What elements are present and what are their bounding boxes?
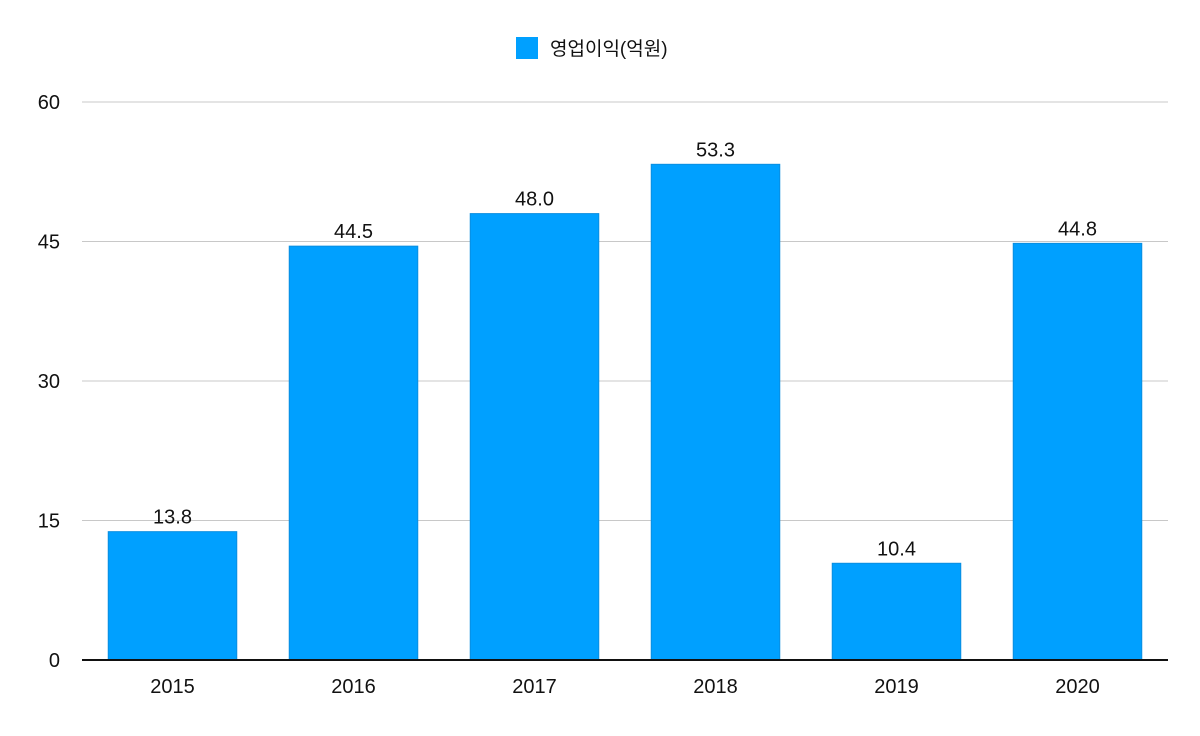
legend-swatch: [516, 37, 538, 59]
data-label: 44.8: [1058, 218, 1097, 240]
data-label: 13.8: [153, 507, 192, 529]
y-axis-ticks: 0 15 30 45 60: [38, 92, 60, 672]
bars: [107, 163, 1143, 661]
bar: [469, 213, 600, 661]
y-tick-label: 0: [49, 650, 60, 672]
bar: [107, 531, 238, 661]
x-tick-label: 2015: [150, 676, 195, 698]
legend: 영업이익(억원): [516, 37, 668, 60]
x-tick-label: 2017: [512, 676, 557, 698]
x-tick-label: 2020: [1055, 676, 1100, 698]
x-tick-label: 2019: [874, 676, 919, 698]
y-tick-label: 30: [38, 371, 60, 393]
data-label: 44.5: [334, 221, 373, 243]
x-axis-ticks: 2015 2016 2017 2018 2019 2020: [150, 676, 1100, 698]
y-tick-label: 45: [38, 232, 60, 254]
data-label: 48.0: [515, 189, 554, 211]
x-tick-label: 2016: [331, 676, 376, 698]
data-labels: 13.8 44.5 48.0 53.3 10.4 44.8: [153, 139, 1097, 560]
bar: [650, 163, 781, 661]
bar: [831, 562, 962, 661]
bar: [288, 245, 419, 661]
y-tick-label: 60: [38, 92, 60, 114]
data-label: 53.3: [696, 139, 735, 161]
gridlines: [82, 101, 1168, 521]
y-tick-label: 15: [38, 511, 60, 533]
data-label: 10.4: [877, 538, 916, 560]
bar: [1012, 242, 1143, 661]
legend-label: 영업이익(억원): [550, 38, 668, 60]
x-tick-label: 2018: [693, 676, 738, 698]
